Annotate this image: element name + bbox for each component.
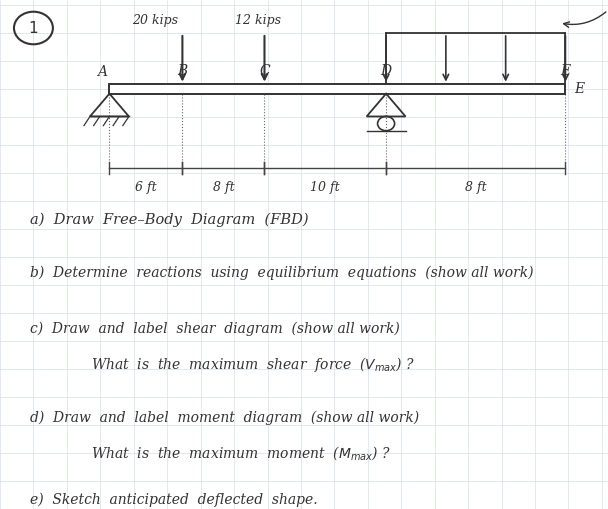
Text: A: A	[97, 65, 107, 79]
Text: c)  Draw  and  label  shear  diagram  (show all work): c) Draw and label shear diagram (show al…	[30, 322, 400, 336]
Text: b)  Determine  reactions  using  equilibrium  equations  (show all work): b) Determine reactions using equilibrium…	[30, 266, 534, 280]
Text: 20 kips: 20 kips	[132, 14, 178, 27]
Text: C: C	[259, 64, 270, 78]
Text: 6 ft: 6 ft	[135, 181, 157, 194]
Text: 8 ft: 8 ft	[213, 181, 234, 194]
Text: 1: 1	[29, 21, 38, 36]
Text: D: D	[381, 64, 392, 78]
Text: What  is  the  maximum  moment  ($M_{max}$) ?: What is the maximum moment ($M_{max}$) ?	[91, 445, 391, 463]
Text: d)  Draw  and  label  moment  diagram  (show all work): d) Draw and label moment diagram (show a…	[30, 411, 420, 426]
Text: What  is  the  maximum  shear  force  ($V_{max}$) ?: What is the maximum shear force ($V_{max…	[91, 355, 415, 374]
Text: E: E	[575, 82, 585, 96]
Text: B: B	[178, 64, 187, 78]
Text: 12 kips: 12 kips	[235, 14, 282, 27]
Text: e)  Sketch  anticipated  deflected  shape.: e) Sketch anticipated deflected shape.	[30, 493, 318, 507]
Text: E: E	[561, 64, 570, 78]
FancyBboxPatch shape	[109, 84, 565, 94]
Text: a)  Draw  Free–Body  Diagram  (FBD): a) Draw Free–Body Diagram (FBD)	[30, 213, 309, 227]
Text: 10 ft: 10 ft	[311, 181, 340, 194]
Text: 8 ft: 8 ft	[465, 181, 486, 194]
